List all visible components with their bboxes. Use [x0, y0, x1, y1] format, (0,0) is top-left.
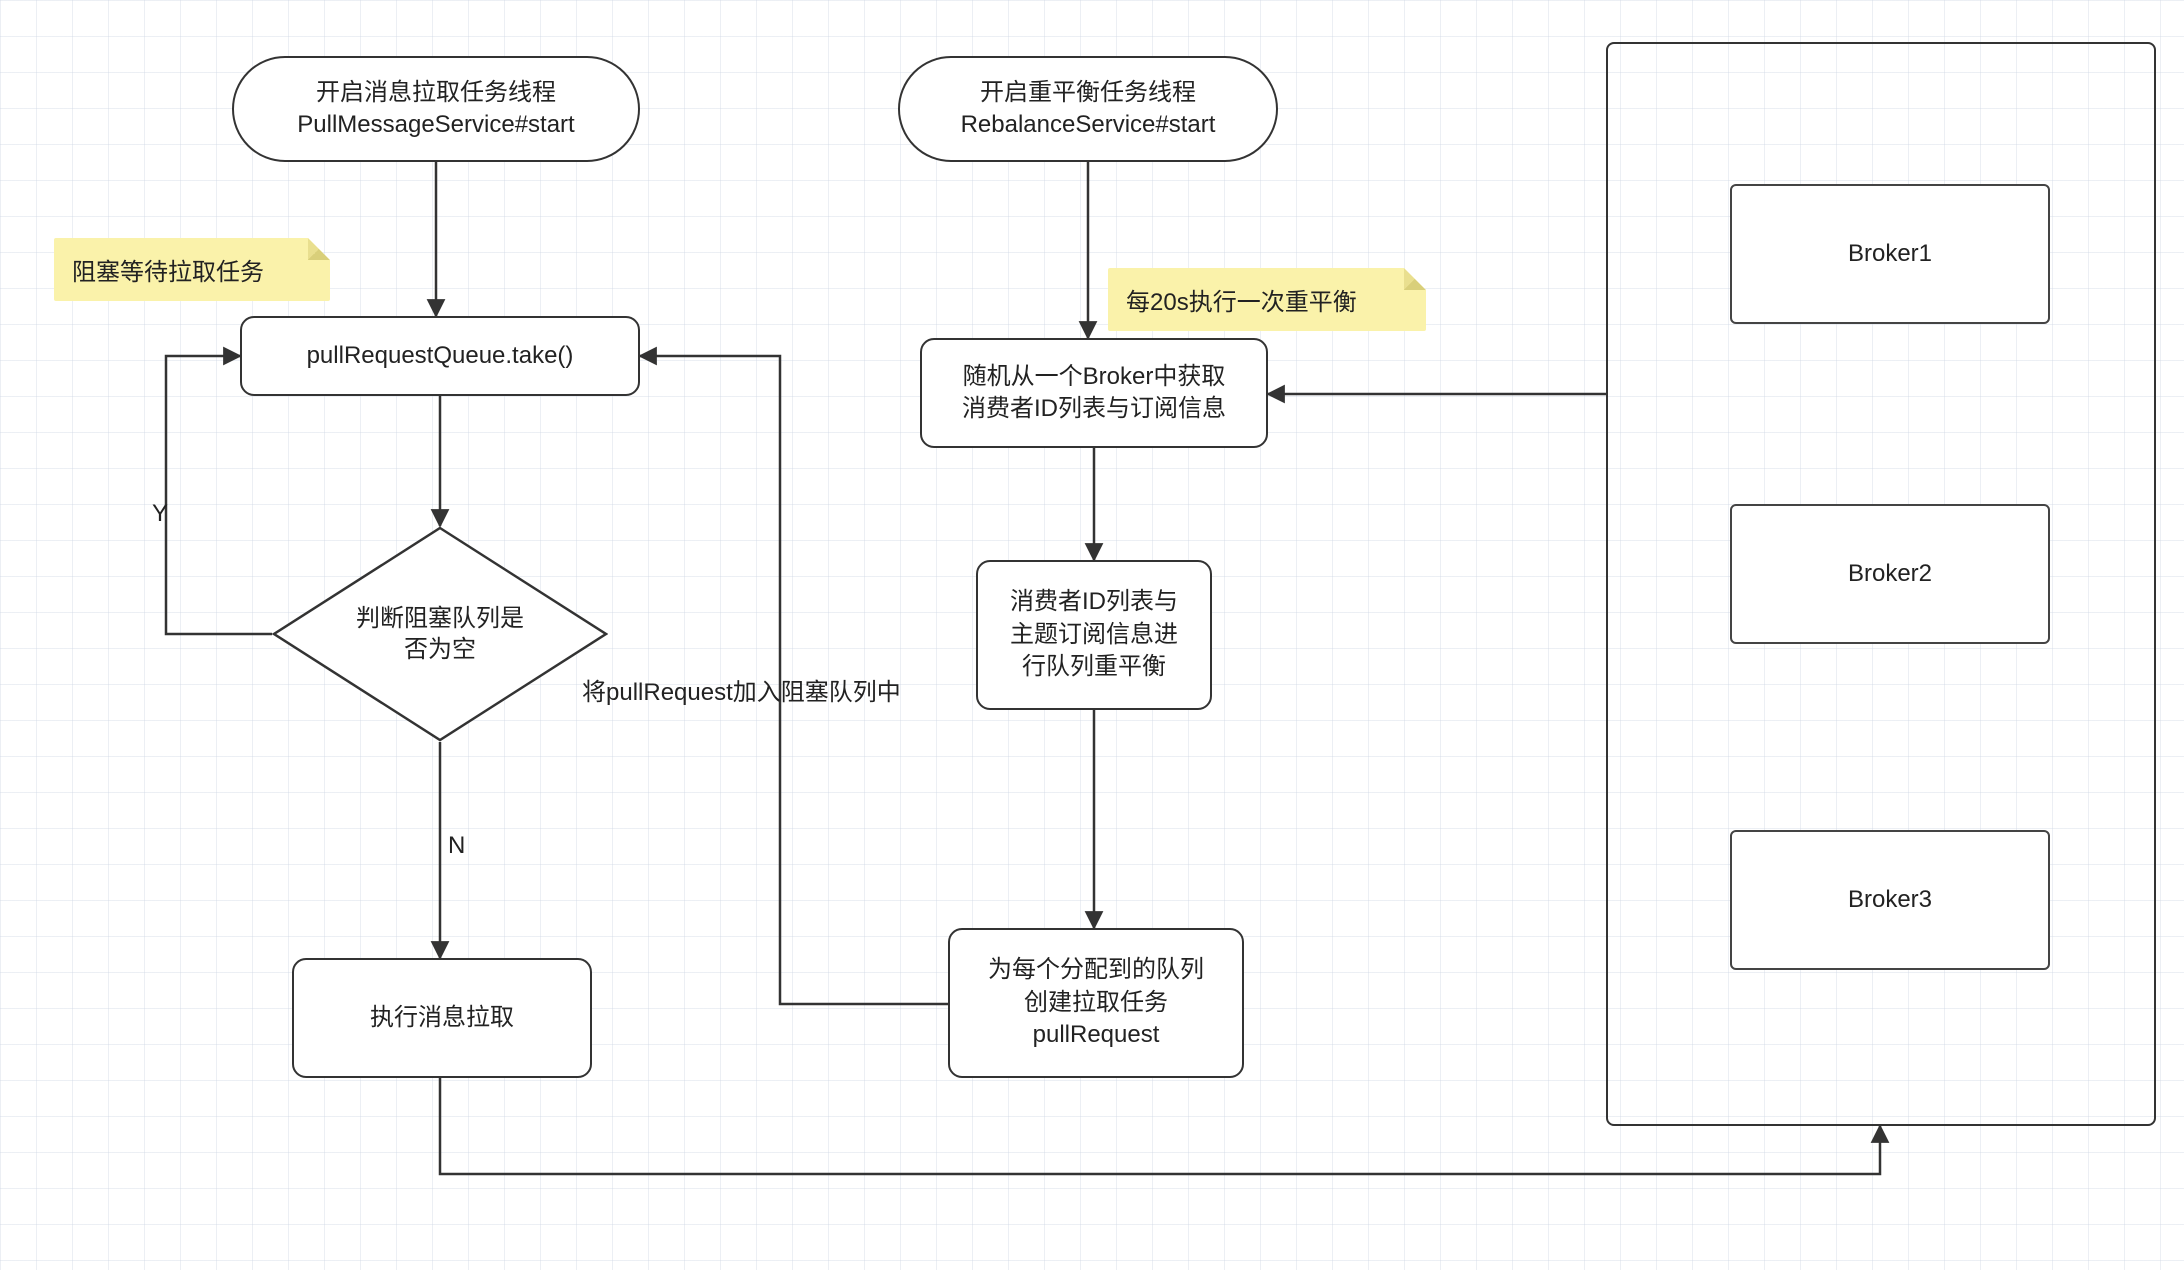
pull-take-text: pullRequestQueue.take()	[307, 340, 574, 372]
broker3-label: Broker3	[1848, 884, 1932, 916]
get-broker-line1: 随机从一个Broker中获取	[963, 361, 1226, 393]
edge-label-n: N	[448, 832, 465, 860]
decision-text-wrap: 判断阻塞队列是 否为空	[272, 526, 608, 742]
pull-take-process: pullRequestQueue.take()	[240, 316, 640, 396]
note-block-wait: 阻塞等待拉取任务	[54, 238, 330, 301]
start-rebalance-line2: RebalanceService#start	[961, 109, 1216, 141]
rebalance-do-line2: 主题订阅信息进	[1010, 619, 1178, 651]
start-rebalance-line1: 开启重平衡任务线程	[980, 77, 1196, 109]
diagram-canvas: Broker1 Broker2 Broker3 开启消息拉取任务线程 PullM…	[0, 0, 2184, 1270]
exec-pull-process: 执行消息拉取	[292, 958, 592, 1078]
create-pullreq-line1: 为每个分配到的队列	[988, 954, 1204, 986]
broker1-box: Broker1	[1730, 184, 2050, 324]
get-broker-process: 随机从一个Broker中获取 消费者ID列表与订阅信息	[920, 338, 1268, 448]
broker1-label: Broker1	[1848, 238, 1932, 270]
edge-label-y-text: Y	[152, 500, 168, 527]
broker3-box: Broker3	[1730, 830, 2050, 970]
get-broker-line2: 消费者ID列表与订阅信息	[962, 393, 1226, 425]
rebalance-do-process: 消费者ID列表与 主题订阅信息进 行队列重平衡	[976, 560, 1212, 710]
edge-label-enqueue: 将pullRequest加入阻塞队列中	[582, 672, 901, 707]
start-pull-terminator: 开启消息拉取任务线程 PullMessageService#start	[232, 56, 640, 162]
rebalance-do-line3: 行队列重平衡	[1022, 651, 1166, 683]
rebalance-do-line1: 消费者ID列表与	[1010, 586, 1178, 618]
broker2-label: Broker2	[1848, 558, 1932, 590]
decision-line1: 判断阻塞队列是	[356, 603, 524, 634]
edge-label-n-text: N	[448, 832, 465, 859]
start-pull-line1: 开启消息拉取任务线程	[316, 77, 556, 109]
decision-queue-empty: 判断阻塞队列是 否为空	[272, 526, 608, 742]
create-pullreq-line2: 创建拉取任务	[1024, 987, 1168, 1019]
edge-label-y: Y	[152, 500, 168, 528]
note-block-text: 阻塞等待拉取任务	[72, 259, 264, 286]
decision-line2: 否为空	[356, 634, 524, 665]
start-pull-line2: PullMessageService#start	[297, 109, 574, 141]
edge-label-enqueue-text: 将pullRequest加入阻塞队列中	[582, 679, 901, 706]
note-rebalance-text: 每20s执行一次重平衡	[1126, 289, 1357, 316]
create-pullreq-process: 为每个分配到的队列 创建拉取任务 pullRequest	[948, 928, 1244, 1078]
start-rebalance-terminator: 开启重平衡任务线程 RebalanceService#start	[898, 56, 1278, 162]
exec-pull-text: 执行消息拉取	[370, 1002, 514, 1034]
broker2-box: Broker2	[1730, 504, 2050, 644]
note-rebalance-interval: 每20s执行一次重平衡	[1108, 268, 1426, 331]
create-pullreq-line3: pullRequest	[1033, 1019, 1160, 1051]
